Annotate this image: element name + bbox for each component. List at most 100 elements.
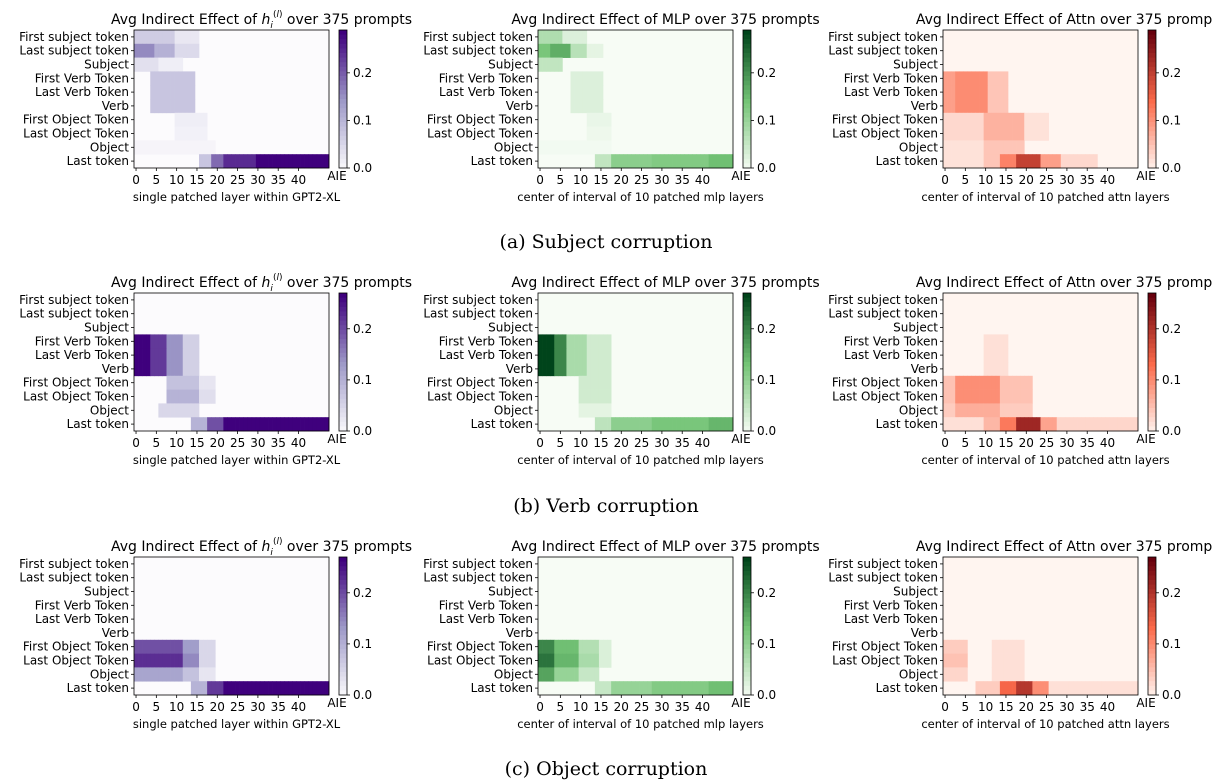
colorbar-segment: [1148, 48, 1156, 54]
heatmap-cell: [227, 154, 232, 169]
heatmap-cell: [1012, 667, 1017, 682]
heatmap-panel: Avg Indirect Effect of Attn over 375 pro…: [828, 539, 1212, 731]
heatmap-cell: [712, 154, 718, 169]
heatmap-cell: [983, 71, 989, 86]
heatmap-cell: [316, 154, 322, 169]
colorbar-segment: [743, 394, 751, 400]
heatmap-cell: [1016, 667, 1021, 682]
heatmap-cell: [223, 154, 228, 169]
heatmap-cell: [716, 417, 722, 432]
heatmap-cell: [598, 403, 604, 418]
heatmap-cell: [647, 417, 653, 432]
heatmap-cell: [574, 667, 579, 682]
colorbar-segment: [743, 612, 751, 618]
heatmap-cell: [170, 639, 175, 654]
heatmap-cell: [194, 653, 200, 668]
heatmap-cell: [1020, 681, 1025, 696]
x-axis-label: center of interval of 10 patched mlp lay…: [517, 717, 764, 731]
heatmap-cell: [611, 417, 616, 432]
heatmap-cell: [566, 362, 571, 377]
heatmap-cell: [955, 140, 960, 155]
row-caption: (c) Object corruption: [505, 758, 708, 780]
heatmap-cell: [991, 681, 997, 696]
panel-title: Avg Indirect Effect of Attn over 375 pro…: [916, 539, 1212, 555]
colorbar-segment: [339, 325, 347, 331]
heatmap-cell: [943, 112, 948, 127]
heatmap-cell: [162, 362, 167, 377]
heatmap-cell: [174, 126, 180, 141]
y-tick-label: Last token: [67, 417, 129, 431]
colorbar-segment: [339, 681, 347, 687]
heatmap-cell: [586, 639, 592, 654]
colorbar-segment: [339, 302, 347, 308]
heatmap-cell: [582, 334, 588, 349]
colorbar-segment: [339, 85, 347, 91]
heatmap-cell: [320, 417, 326, 432]
colorbar-segment: [339, 667, 347, 673]
heatmap-cell: [178, 375, 184, 390]
heatmap-cell: [154, 348, 159, 363]
heatmap-cell: [708, 417, 714, 432]
colorbar-segment: [1148, 135, 1156, 141]
colorbar-segment: [743, 325, 751, 331]
heatmap-cell: [635, 154, 640, 169]
heatmap-cell: [590, 112, 596, 127]
colorbar-segment: [743, 403, 751, 409]
heatmap-cell: [590, 639, 596, 654]
heatmap-cell: [963, 140, 968, 155]
heatmap-cell: [659, 417, 665, 432]
heatmap-cell: [1109, 417, 1114, 432]
heatmap-cell: [162, 30, 167, 45]
heatmap-cell: [1020, 126, 1025, 141]
x-tick-label: 15: [189, 436, 204, 450]
heatmap-frame: [133, 292, 330, 432]
colorbar-segment: [1148, 575, 1156, 581]
x-tick-label: 5: [962, 173, 970, 187]
heatmap-cell: [995, 403, 1001, 418]
heatmap-cell: [603, 126, 608, 141]
colorbar-segment: [339, 366, 347, 372]
heatmap-cell: [162, 57, 167, 72]
colorbar-segment: [743, 57, 751, 63]
heatmap-cell: [182, 43, 188, 58]
heatmap-cell: [207, 681, 212, 696]
colorbar-segment: [1148, 117, 1156, 123]
heatmap-cell: [542, 362, 547, 377]
colorbar-segment: [1148, 94, 1156, 100]
heatmap-cell: [720, 154, 726, 169]
heatmap-cell: [259, 417, 265, 432]
heatmap-cell: [211, 653, 216, 668]
heatmap-cell: [170, 99, 175, 114]
y-tick-label: Last Verb Token: [439, 348, 533, 362]
heatmap-cell: [558, 43, 563, 58]
y-tick-label: Subject: [893, 321, 938, 335]
heatmap-cell: [598, 639, 604, 654]
heatmap-cell: [1064, 154, 1070, 169]
heatmap-cell: [562, 362, 567, 377]
x-tick-label: 15: [998, 173, 1013, 187]
colorbar-segment: [743, 320, 751, 326]
heatmap-cell: [987, 334, 993, 349]
heatmap-cell: [174, 389, 180, 404]
heatmap-cell: [1101, 417, 1106, 432]
heatmap-cell: [158, 334, 163, 349]
y-tick-label: Last subject token: [828, 571, 938, 585]
heatmap-cell: [975, 375, 980, 390]
heatmap-cell: [987, 99, 993, 114]
heatmap-cell: [280, 417, 285, 432]
heatmap-cell: [603, 375, 608, 390]
heatmap-cell: [194, 348, 200, 363]
colorbar-segment: [1148, 417, 1156, 423]
heatmap-cell: [951, 112, 956, 127]
heatmap-cell: [174, 43, 180, 58]
heatmap-cell: [590, 140, 596, 155]
y-tick-label: First Verb Token: [439, 334, 533, 348]
heatmap-cell: [1125, 417, 1131, 432]
heatmap-cell: [1077, 154, 1082, 169]
heatmap-cell: [154, 85, 159, 100]
heatmap-cell: [1020, 154, 1025, 169]
heatmap-cell: [231, 154, 236, 169]
heatmap-cell: [194, 403, 200, 418]
heatmap-cell: [983, 362, 989, 377]
x-tick-label: 30: [654, 700, 669, 714]
